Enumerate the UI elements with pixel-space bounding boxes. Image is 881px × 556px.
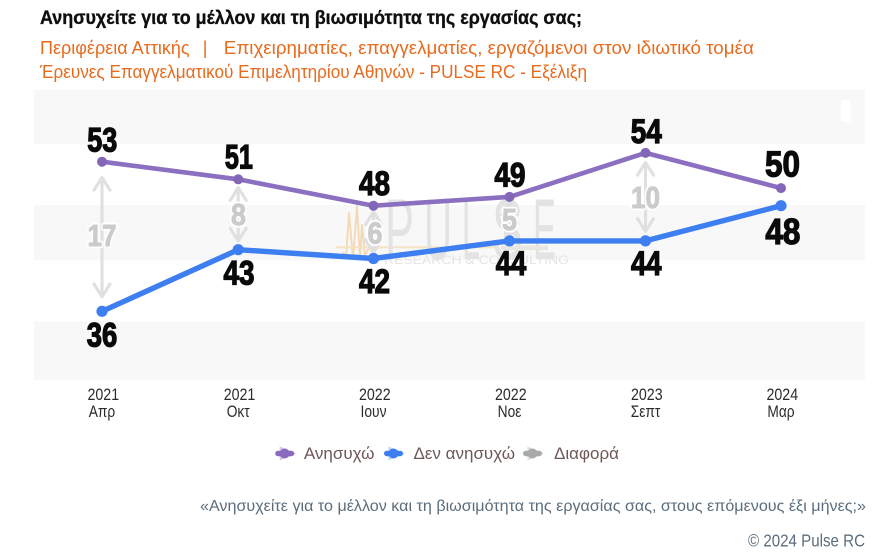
svg-text:Περιφέρεια Αττικής: Περιφέρεια Αττικής [40, 38, 190, 58]
svg-text:49: 49 [495, 156, 526, 194]
svg-text:17: 17 [88, 219, 117, 253]
svg-text:5: 5 [502, 203, 517, 237]
svg-text:Ανησυχώ: Ανησυχώ [304, 444, 375, 463]
svg-text:Νοε: Νοε [498, 402, 522, 421]
svg-text:8: 8 [231, 198, 246, 232]
svg-text:2021: 2021 [224, 385, 256, 404]
svg-text:54: 54 [631, 113, 662, 151]
svg-text:L: L [462, 182, 480, 278]
svg-text:51: 51 [225, 138, 253, 176]
svg-text:Έρευνες Επαγγελματικού Επιμελη: Έρευνες Επαγγελματικού Επιμελητηρίου Αθη… [39, 62, 587, 82]
svg-text:53: 53 [87, 121, 117, 159]
svg-text:© 2024 Pulse RC: © 2024 Pulse RC [748, 531, 865, 551]
svg-text:6: 6 [368, 217, 383, 251]
svg-text:44: 44 [631, 245, 662, 283]
svg-text:2024: 2024 [767, 385, 799, 404]
svg-text:2023: 2023 [631, 385, 663, 404]
svg-text:6: 6 [368, 217, 383, 251]
svg-text:Ανησυχείτε για το μέλλον και τ: Ανησυχείτε για το μέλλον και τη βιωσιμότ… [40, 8, 582, 29]
svg-text:10: 10 [631, 181, 660, 215]
svg-text:E: E [533, 182, 556, 278]
svg-text:48: 48 [359, 165, 390, 203]
svg-text:36: 36 [87, 317, 118, 355]
svg-text:50: 50 [765, 144, 800, 185]
svg-text:|: | [203, 38, 208, 58]
svg-text:48: 48 [765, 211, 800, 252]
svg-text:43: 43 [224, 254, 255, 292]
svg-text:P: P [385, 182, 414, 278]
svg-text:Μαρ: Μαρ [767, 402, 794, 421]
svg-text:Δεν ανησυχώ: Δεν ανησυχώ [414, 444, 515, 463]
svg-text:42: 42 [359, 263, 390, 301]
svg-text:2021: 2021 [88, 385, 120, 404]
svg-text:2022: 2022 [359, 385, 391, 404]
svg-text:Απρ: Απρ [89, 402, 116, 421]
svg-text:Ιουν: Ιουν [361, 402, 387, 421]
svg-text:2022: 2022 [495, 385, 527, 404]
svg-text:8: 8 [231, 198, 246, 232]
svg-text:17: 17 [88, 219, 117, 253]
svg-text:10: 10 [631, 181, 660, 215]
svg-text:Επιχειρηματίες, επαγγελματίες,: Επιχειρηματίες, επαγγελματίες, εργαζόμεν… [224, 38, 754, 58]
svg-text:Σεπτ: Σεπτ [631, 402, 661, 421]
svg-text:44: 44 [496, 245, 527, 283]
svg-text:U: U [424, 182, 452, 278]
svg-text:RESEARCH & CONSULTING: RESEARCH & CONSULTING [384, 253, 569, 267]
svg-text:5: 5 [502, 203, 517, 237]
svg-text:«Ανησυχείτε για το μέλλον και: «Ανησυχείτε για το μέλλον και τη βιωσιμό… [200, 498, 866, 515]
svg-text:Οκτ: Οκτ [227, 402, 250, 421]
svg-text:Διαφορά: Διαφορά [554, 444, 619, 463]
